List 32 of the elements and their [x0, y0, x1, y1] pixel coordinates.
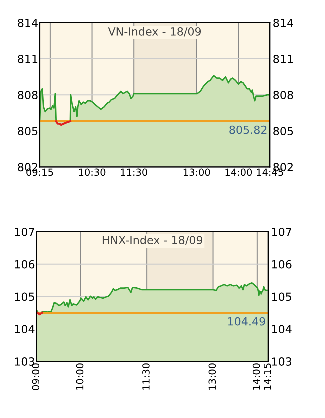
y2-tick-label: 808: [274, 91, 294, 100]
x-tick-label: 10:30: [79, 168, 106, 176]
x-tick-label: 14:15: [264, 364, 272, 390]
y-tick-label: 105: [15, 292, 34, 302]
y2-tick-label: 805: [274, 127, 294, 136]
ref-line-label: 805.82: [230, 126, 267, 134]
x-tick-label: 10:00: [76, 364, 84, 390]
y-tick-label: 103: [15, 358, 34, 366]
y-tick-label: 805: [18, 127, 38, 136]
x-tick-label: 11:30: [121, 168, 148, 176]
y2-tick-label: 105: [272, 292, 292, 302]
x-tick-label: 13:00: [208, 364, 216, 390]
y-tick-label: 106: [15, 260, 35, 269]
chart-title: HNX-Index - 18/09: [102, 236, 203, 246]
y-tick-label: 107: [15, 228, 34, 236]
y2-tick-label: 106: [272, 260, 292, 269]
ref-line-label: 104.49: [228, 317, 266, 326]
x-tick-label: 14:00: [252, 364, 260, 390]
y2-tick-label: 103: [272, 358, 292, 366]
y-tick-label: 814: [18, 18, 38, 28]
y2-tick-label: 104: [272, 325, 292, 334]
x-tick-label: 14:00: [226, 168, 252, 176]
x-tick-label: 11:30: [142, 364, 150, 390]
y-tick-label: 808: [18, 91, 38, 100]
y2-tick-label: 814: [274, 18, 294, 28]
y-tick-label: 811: [18, 55, 38, 64]
y-tick-label: 104: [15, 325, 35, 334]
x-tick-label: 13:00: [184, 168, 210, 176]
y2-tick-label: 811: [274, 55, 294, 64]
x-tick-label: 09:00: [32, 364, 40, 390]
y2-tick-label: 107: [272, 228, 292, 236]
chart-title: VN-Index - 18/09: [108, 27, 202, 37]
